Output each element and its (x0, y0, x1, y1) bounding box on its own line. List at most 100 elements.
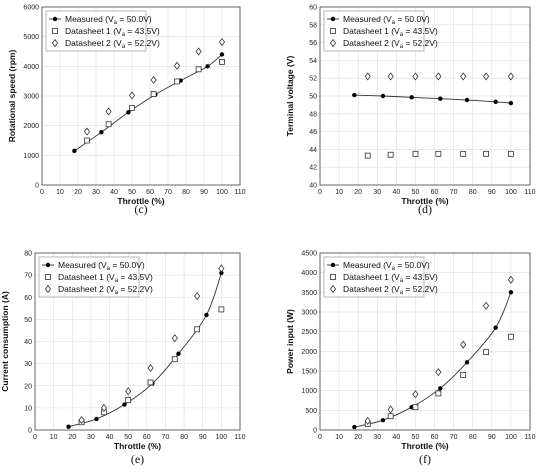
x-tick-label: 110 (234, 189, 245, 196)
y-tick-label: 52 (309, 76, 317, 83)
x-tick-label: 100 (216, 189, 228, 196)
chart-panel-e: 0 10 20 30 40 50 60 70 80 90 100 110 0 10 20 30 40 50 60 70… (0, 251, 246, 467)
legend-marker (51, 38, 59, 48)
data-point (147, 363, 154, 373)
legend: Measured (Va = 50.0V)Datasheet 1 (Va = 4… (45, 10, 160, 52)
y-tick-label: 2000 (301, 349, 317, 356)
legend-marker (45, 274, 51, 280)
x-tick-label: 70 (164, 189, 172, 196)
data-point (99, 129, 104, 135)
legend-marker (52, 28, 58, 34)
data-point (94, 416, 99, 422)
data-point (129, 104, 135, 111)
data-point (507, 72, 514, 81)
data-point (483, 349, 489, 356)
x-tick-label: 0 (318, 434, 322, 441)
x-tick-label: 100 (216, 434, 228, 441)
x-tick-label: 10 (335, 189, 343, 196)
data-point (84, 137, 90, 144)
x-tick-label: 20 (354, 189, 362, 196)
x-tick-label: 40 (392, 434, 400, 441)
data-point (435, 72, 442, 81)
x-tick-label: 0 (33, 434, 37, 441)
data-point (219, 58, 225, 65)
x-axis-label: Throttle (%) (114, 441, 161, 451)
series-measured (352, 92, 514, 106)
x-tick-label: 90 (488, 189, 496, 196)
data-point (438, 386, 443, 391)
legend-label: Datasheet 1 (Va = 43.5V) (343, 26, 438, 38)
x-tick-label: 90 (199, 434, 207, 441)
legend-marker (329, 284, 337, 294)
legend: Measured (Va = 50.0V)Datasheet 1 (Va = 4… (38, 256, 153, 298)
x-tick-label: 20 (354, 434, 362, 441)
data-point (352, 92, 357, 98)
y-tick-label: 2500 (301, 329, 317, 336)
data-point (352, 424, 357, 430)
data-point (412, 404, 419, 411)
data-point (412, 390, 419, 399)
data-point (508, 333, 514, 340)
y-axis-label: Power input (W) (285, 309, 295, 374)
panel-caption: (d) (418, 202, 432, 216)
chart-panel-f: 0 10 20 30 40 50 60 70 80 90 100 110 0 500 1000 1500 200… (285, 251, 536, 467)
y-tick-label: 4500 (301, 251, 317, 258)
data-point (460, 372, 467, 378)
y-tick-label: 56 (309, 40, 317, 47)
x-tick-label: 10 (56, 189, 64, 196)
y-tick-label: 1000 (301, 388, 317, 395)
data-point (493, 325, 498, 330)
data-point (464, 360, 470, 365)
y-tick-label: 0 (35, 183, 39, 190)
x-tick-label: 30 (373, 189, 381, 196)
legend-label: Datasheet 1 (Va = 43.5V) (343, 272, 438, 284)
y-tick-label: 3000 (23, 94, 39, 101)
legend-label: Datasheet 2 (Va = 52.2V) (58, 284, 153, 296)
x-tick-label: 10 (50, 434, 58, 441)
data-point (218, 264, 225, 273)
data-point (387, 72, 394, 81)
data-point (409, 95, 414, 100)
x-tick-label: 40 (392, 189, 400, 196)
y-tick-label: 4000 (301, 270, 317, 277)
y-tick-label: 1500 (301, 369, 317, 376)
data-point (83, 127, 91, 136)
x-tick-label: 100 (505, 189, 517, 196)
x-tick-label: 30 (373, 434, 381, 441)
legend-label: Datasheet 2 (Va = 52.2V) (343, 38, 438, 50)
data-point (218, 306, 225, 313)
data-point (66, 424, 71, 429)
y-tick-label: 500 (305, 408, 317, 415)
y-tick-label: 40 (24, 339, 32, 346)
y-tick-label: 2000 (23, 123, 39, 130)
x-tick-label: 60 (143, 434, 151, 441)
y-tick-label: 44 (309, 147, 317, 154)
data-point (483, 72, 490, 81)
data-point (435, 368, 442, 377)
data-point (194, 326, 201, 333)
x-tick-label: 80 (182, 189, 190, 196)
legend-marker (44, 284, 52, 294)
y-axis-label: Current consumption (A) (0, 291, 10, 392)
data-point (435, 390, 442, 397)
legend-box (323, 256, 425, 298)
y-tick-label: 0 (313, 428, 317, 435)
data-point (483, 301, 490, 310)
x-tick-label: 70 (450, 189, 458, 196)
data-point (460, 72, 467, 81)
y-tick-label: 60 (309, 5, 317, 12)
legend: Measured (Va = 50.0V)Datasheet 1 (Va = 4… (323, 10, 438, 52)
series-datasheet-1 (84, 58, 225, 144)
data-point (78, 415, 85, 425)
data-point (105, 121, 112, 128)
y-tick-label: 3000 (301, 310, 317, 317)
data-point (72, 148, 77, 154)
series-measured (352, 290, 514, 430)
series-datasheet-2 (78, 264, 225, 425)
data-point (364, 152, 371, 159)
y-tick-label: 54 (309, 58, 317, 65)
data-point (194, 292, 201, 301)
y-tick-label: 5000 (23, 34, 39, 41)
y-tick-label: 40 (309, 183, 317, 190)
